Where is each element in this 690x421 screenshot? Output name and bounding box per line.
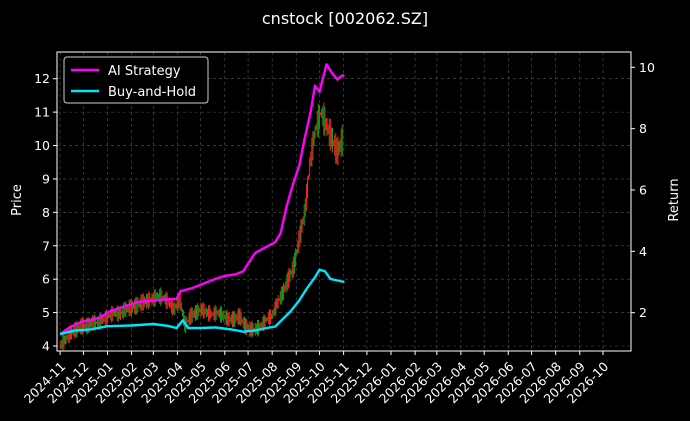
series-line-ai-strategy [59,63,345,336]
y-right-tick-label: 2 [639,305,647,320]
y-left-tick-label: 11 [34,105,50,120]
right-axis-ticks: 2 4 6 8 10 [631,60,655,320]
y-left-tick-label: 8 [42,205,50,220]
legend-label-buy-and-hold: Buy-and-Hold [108,85,196,100]
y-axis-right-label: Return [667,178,682,221]
y-left-tick-label: 9 [42,171,50,186]
y-left-tick-label: 7 [42,238,50,253]
y-right-tick-label: 8 [639,121,647,136]
legend-label-ai-strategy: AI Strategy [108,64,181,79]
series-line-buy-and-hold [59,268,345,336]
y-left-tick-label: 4 [42,338,50,353]
y-right-tick-label: 4 [639,244,647,259]
y-right-tick-label: 6 [639,183,647,198]
y-left-tick-label: 12 [34,71,50,86]
series-lines [59,63,345,336]
y-axis-left-label: Price [10,184,25,216]
chart-title: cnstock [002062.SZ] [262,9,428,28]
left-axis-ticks: 4 5 6 7 8 9 10 11 12 [34,71,57,353]
y-left-tick-label: 10 [34,138,50,153]
y-left-tick-label: 6 [42,272,50,287]
legend-box [63,56,209,104]
y-left-tick-label: 5 [42,305,50,320]
legend: AI Strategy Buy-and-Hold [63,56,209,104]
y-right-tick-label: 10 [639,60,655,75]
